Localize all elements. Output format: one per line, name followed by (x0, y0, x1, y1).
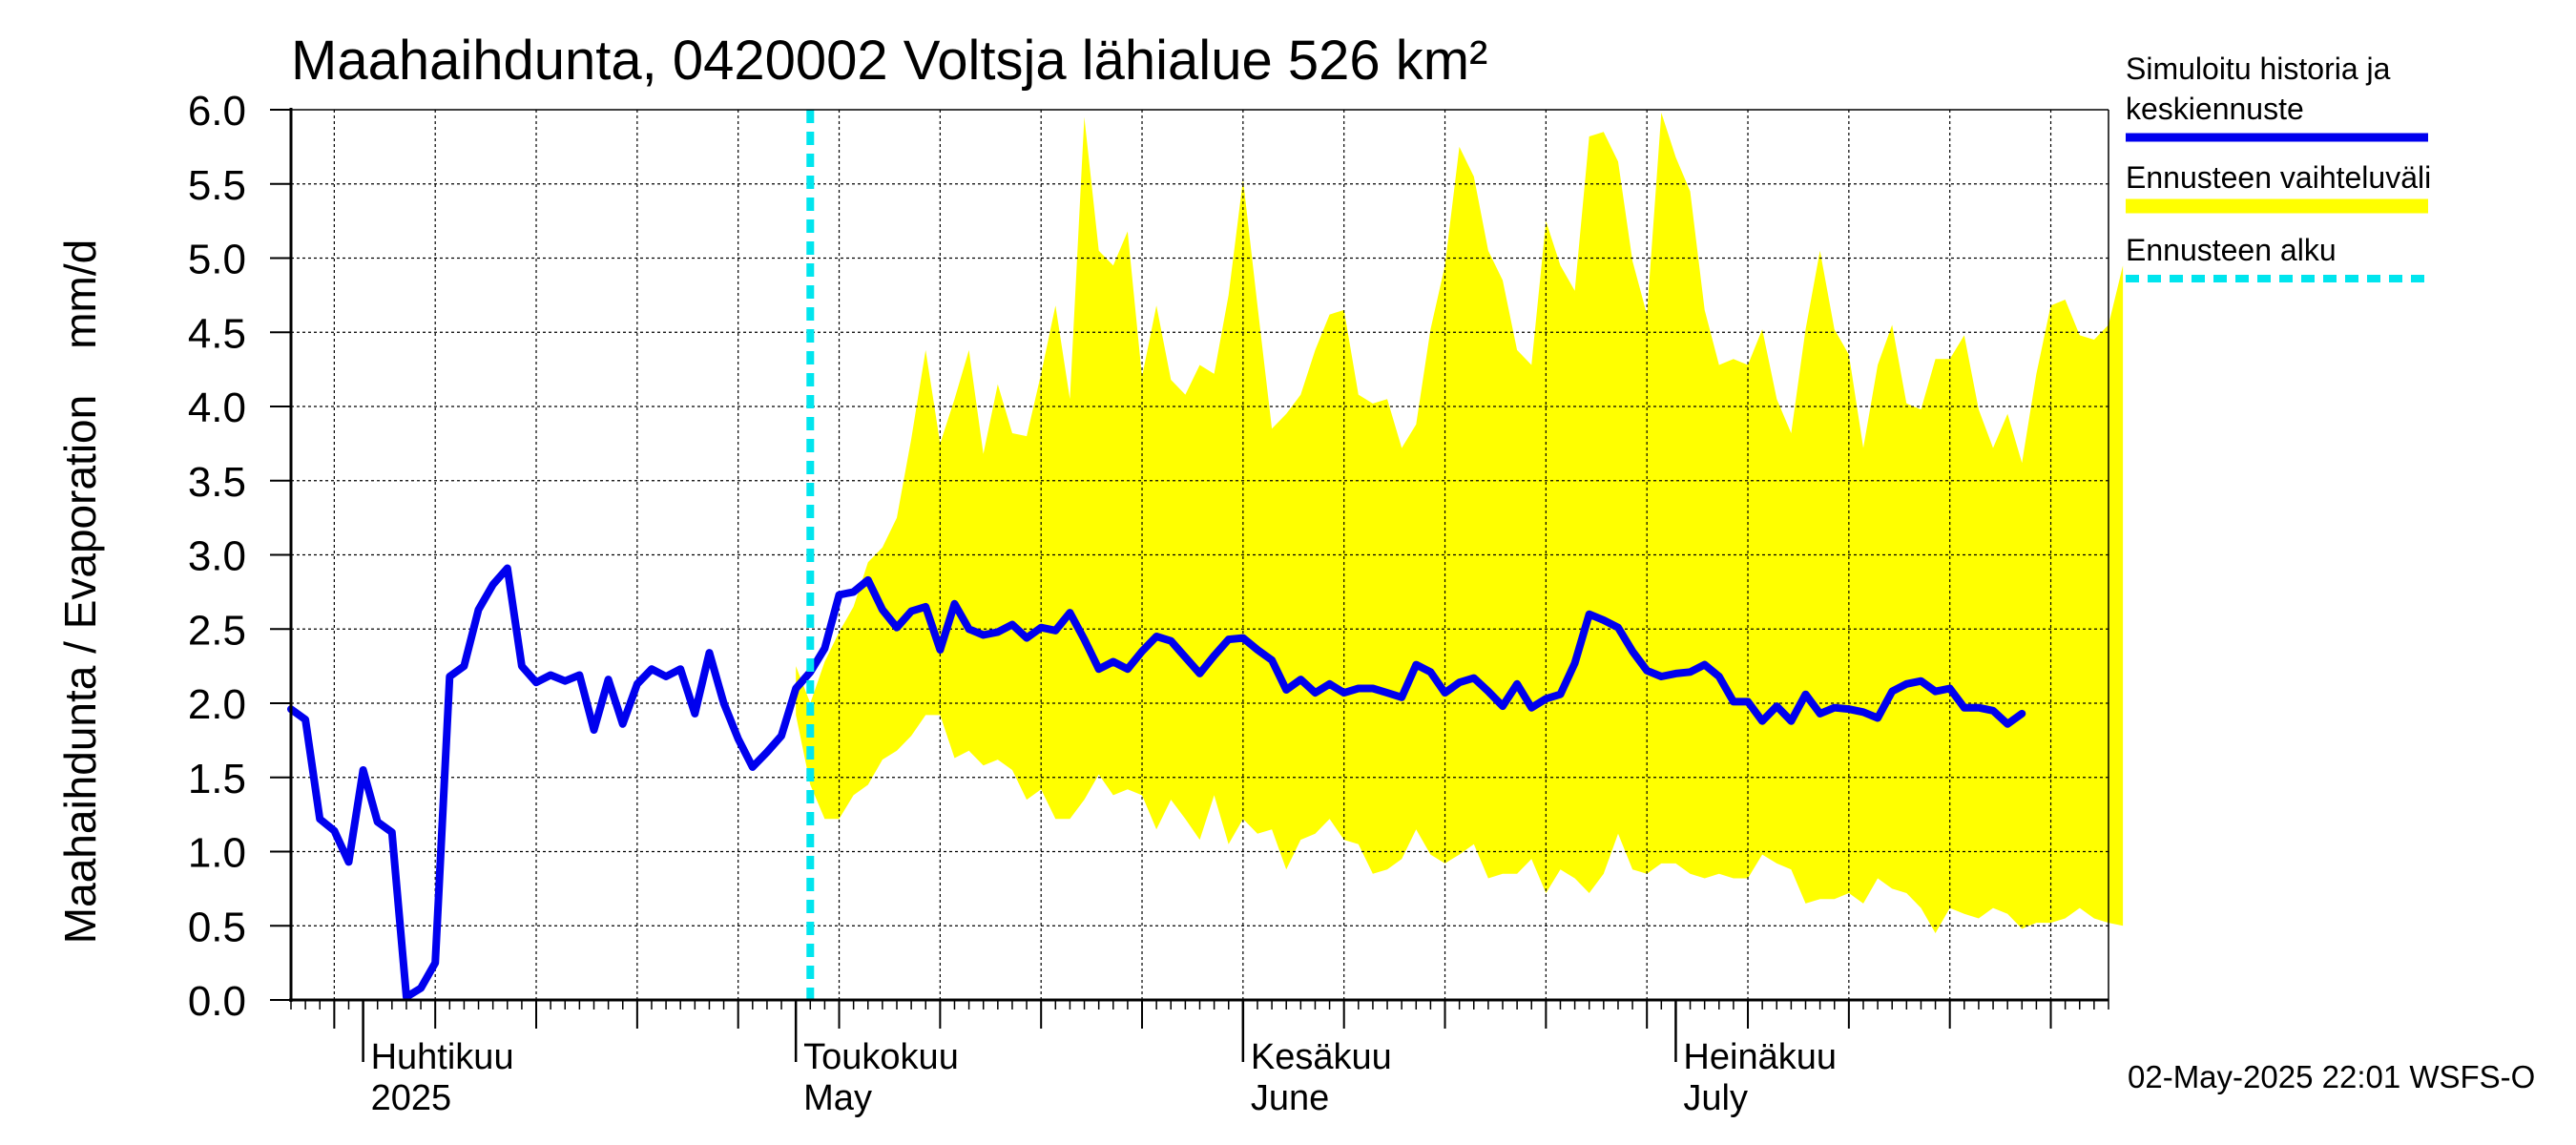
x-month-label-sub: June (1251, 1078, 1329, 1118)
chart-title: Maahaihdunta, 0420002 Voltsja lähialue 5… (291, 30, 1488, 92)
y-tick-label: 5.5 (188, 162, 246, 209)
y-tick-label: 0.0 (188, 978, 246, 1025)
y-tick-label: 4.0 (188, 385, 246, 431)
legend-layer (2126, 133, 2428, 282)
y-tick-label: 2.5 (188, 607, 246, 654)
y-tick-label: 2.0 (188, 681, 246, 728)
y-tick-label: 3.0 (188, 533, 246, 580)
legend-label-simulated-2: keskiennuste (2126, 92, 2304, 126)
y-tick-label: 1.5 (188, 756, 246, 802)
x-month-label: Toukokuu (803, 1037, 959, 1077)
footer-timestamp: 02-May-2025 22:01 WSFS-O (2128, 1059, 2536, 1094)
series-line-layer (287, 110, 2026, 1001)
x-month-label: Kesäkuu (1251, 1037, 1392, 1077)
y-tick-label: 4.5 (188, 310, 246, 357)
forecast-band-layer (796, 113, 2124, 934)
x-month-label: Huhtikuu (371, 1037, 514, 1077)
series-line-simulated (287, 564, 2026, 1001)
axes-frame-layer (270, 108, 2109, 1062)
x-month-label-sub: July (1683, 1078, 1748, 1118)
x-month-label: Heinäkuu (1683, 1037, 1837, 1077)
forecast-range-band (796, 113, 2124, 934)
y-tick-label: 5.0 (188, 237, 246, 283)
x-month-label-sub: 2025 (371, 1078, 452, 1118)
y-tick-label: 1.0 (188, 830, 246, 877)
tick-label-layer: 0.0 0.5 1.0 1.5 2.0 2.5 3.0 3.5 4.0 4.5 5.0 5.5 6.0 H… (188, 88, 1837, 1118)
y-tick-label: 3.5 (188, 459, 246, 506)
legend-label-range: Ennusteen vaihteluväli (2126, 160, 2432, 195)
legend-label-forecast-start: Ennusteen alku (2126, 233, 2337, 267)
x-month-label-sub: May (803, 1078, 872, 1118)
legend-label-simulated-1: Simuloitu historia ja (2126, 52, 2391, 86)
y-tick-label: 6.0 (188, 88, 246, 135)
y-tick-label: 0.5 (188, 904, 246, 950)
